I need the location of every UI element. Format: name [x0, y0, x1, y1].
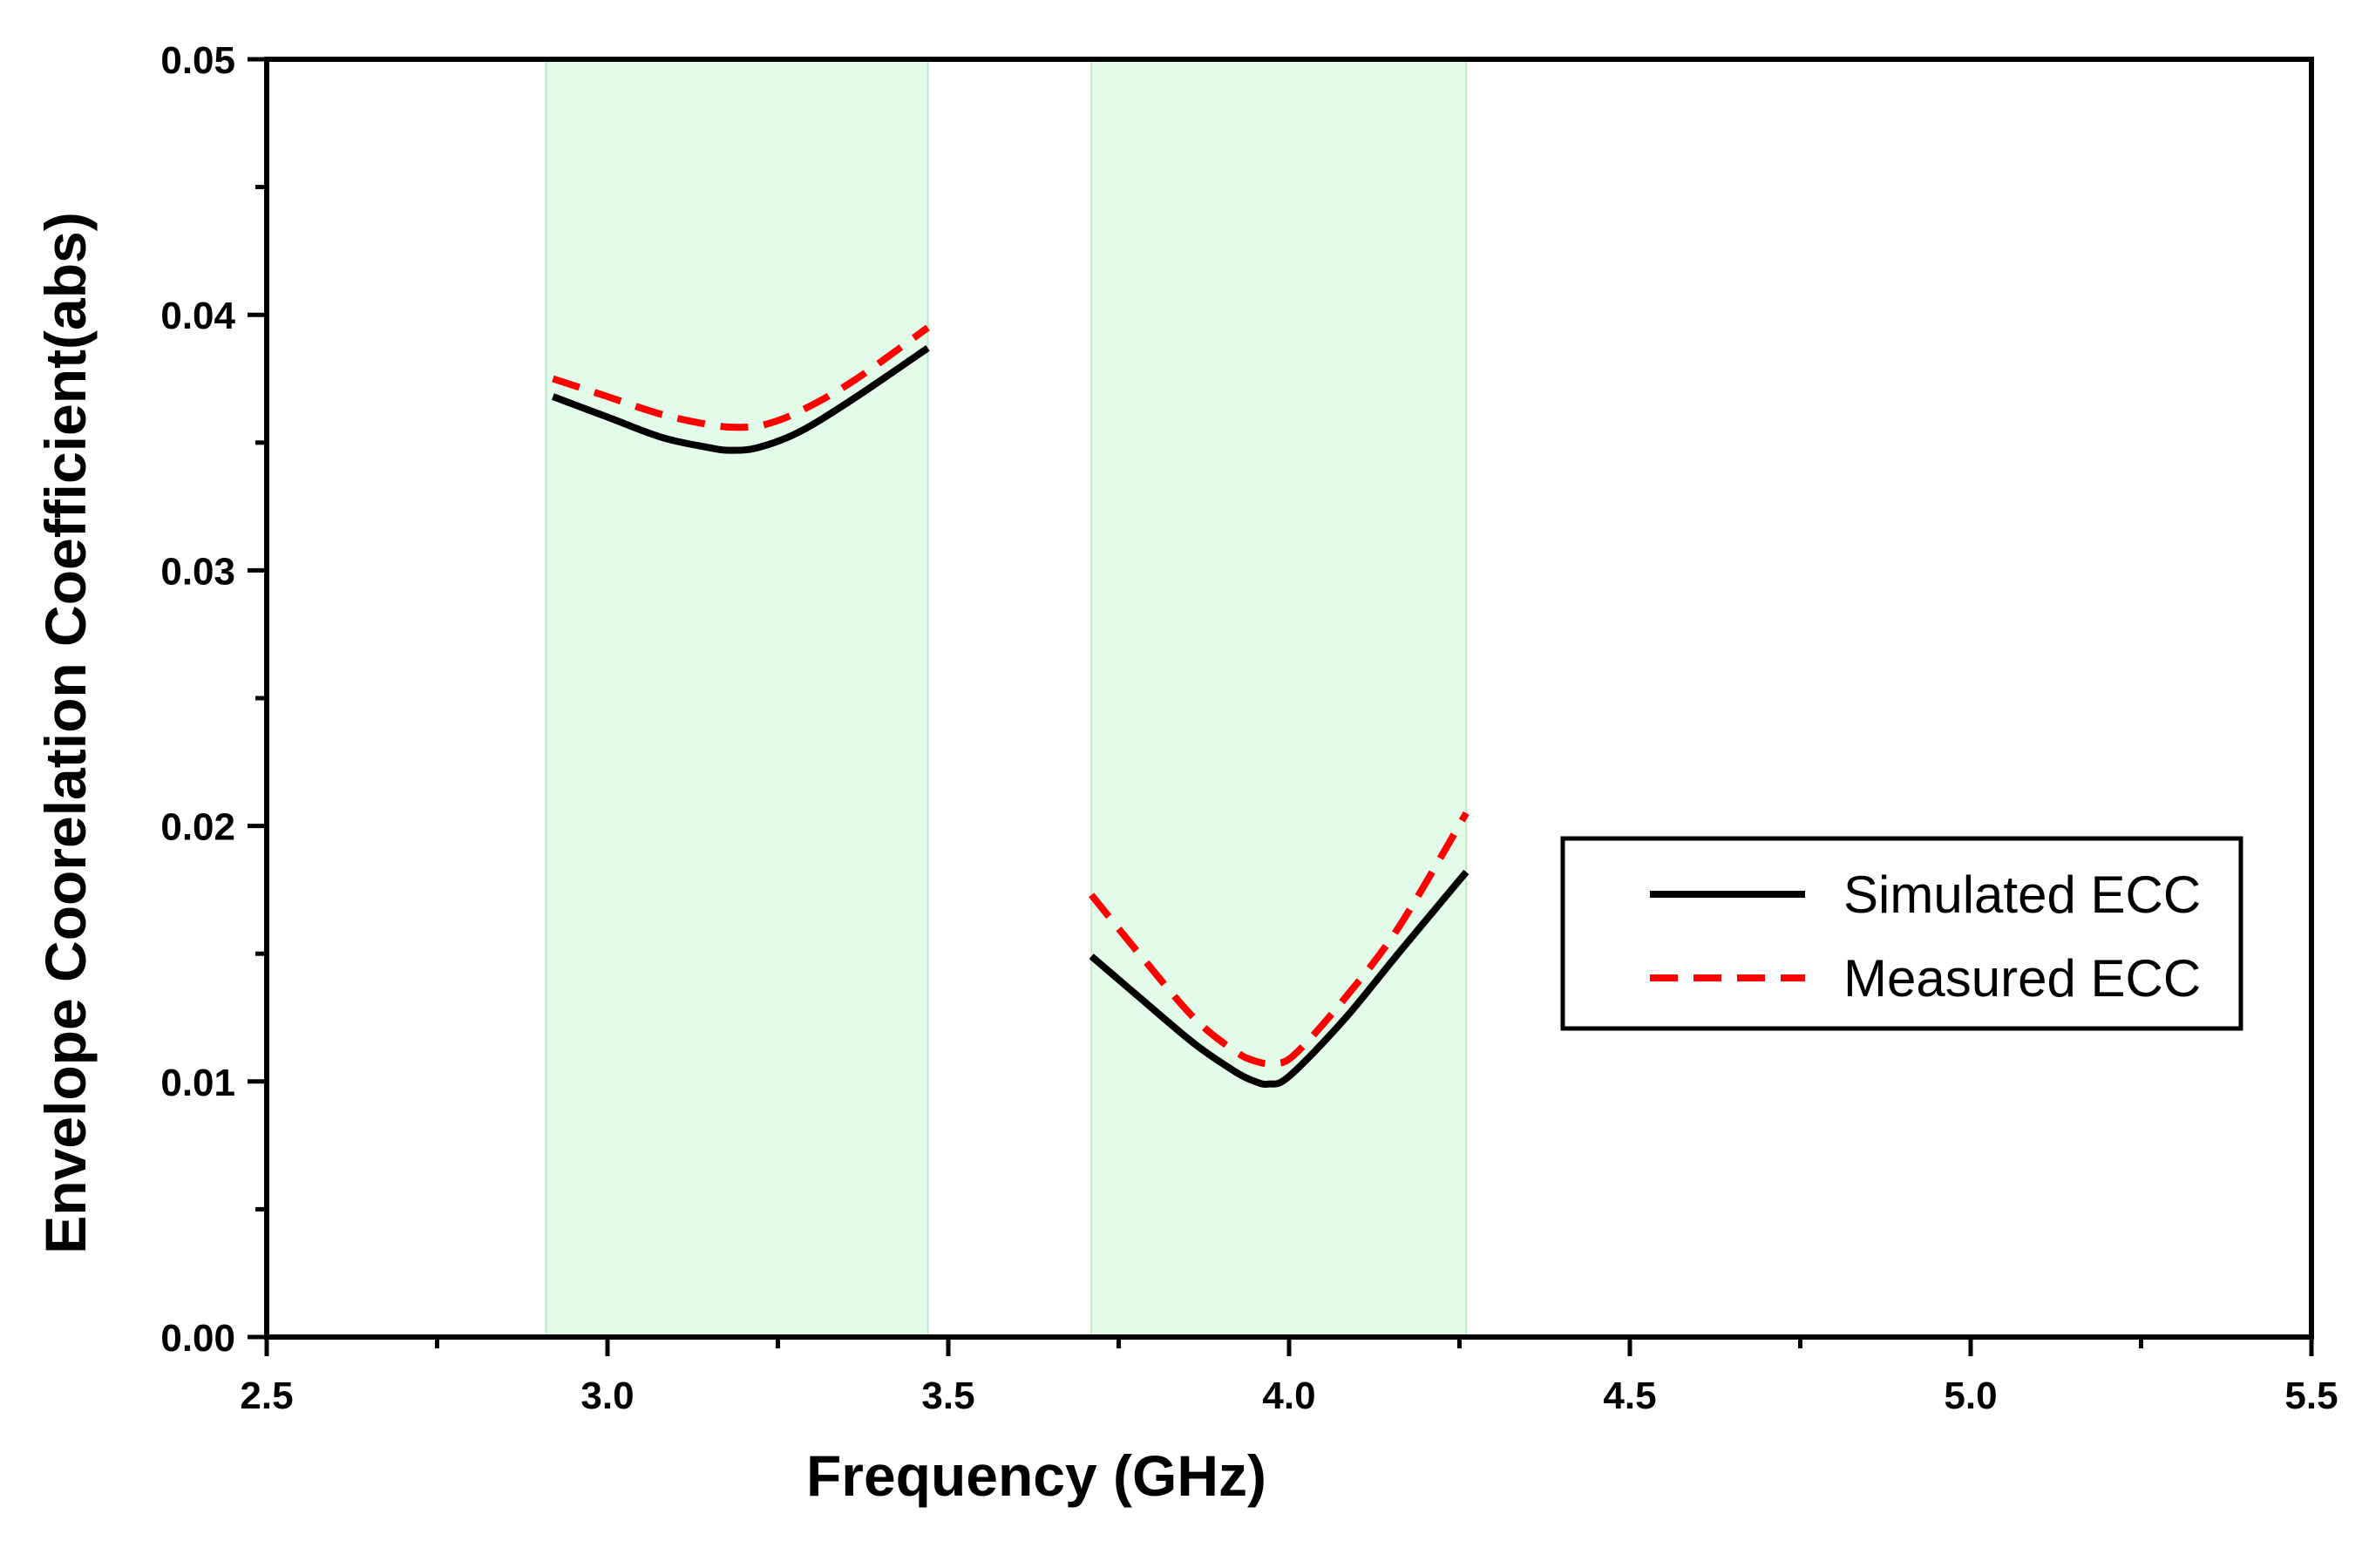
simulated-ecc-line-segment-2	[1089, 869, 1469, 1089]
x-tick-label: 5.5	[2284, 1375, 2338, 1417]
axes: 2.5 3.0 3.5 4.0 4.5 5.0 5.5 0.00 0.01 0.02 0.03 0.0…	[33, 39, 2338, 1508]
legend-label-measured-ecc: Measured ECC	[1843, 949, 2201, 1008]
y-tick-label: 0.05	[160, 39, 235, 82]
simulated-ecc-line-segment-1	[552, 345, 930, 454]
x-axis-title: Frequency (GHz)	[806, 1443, 1266, 1508]
y-axis-title: Envelope Coorelation Coefficient(abs)	[33, 212, 98, 1253]
y-tick-label: 0.04	[160, 295, 235, 337]
y-tick-label: 0.03	[160, 550, 235, 593]
y-tick-label: 0.02	[160, 806, 235, 849]
x-tick-label: 2.5	[240, 1375, 293, 1417]
x-tick-label: 4.0	[1262, 1375, 1315, 1417]
x-tick-label: 3.5	[921, 1375, 974, 1417]
x-tick-label: 5.0	[1944, 1375, 1997, 1417]
legend-label-simulated-ecc: Simulated ECC	[1843, 865, 2201, 924]
measured-ecc-line-segment-2	[1089, 811, 1469, 1068]
shaded-band-1	[545, 58, 929, 1338]
measured-ecc-line-segment-1	[552, 324, 930, 431]
legend: Simulated ECC Measured ECC	[1560, 836, 2243, 1031]
legend-box	[1560, 836, 2243, 1031]
shaded-bands	[545, 58, 1468, 1338]
series-lines	[552, 324, 1469, 1089]
y-tick-label: 0.01	[160, 1062, 235, 1104]
y-tick-label: 0.00	[160, 1317, 235, 1360]
x-tick-label: 3.0	[580, 1375, 634, 1417]
x-tick-label: 4.5	[1603, 1375, 1656, 1417]
shaded-band-2	[1090, 58, 1468, 1338]
